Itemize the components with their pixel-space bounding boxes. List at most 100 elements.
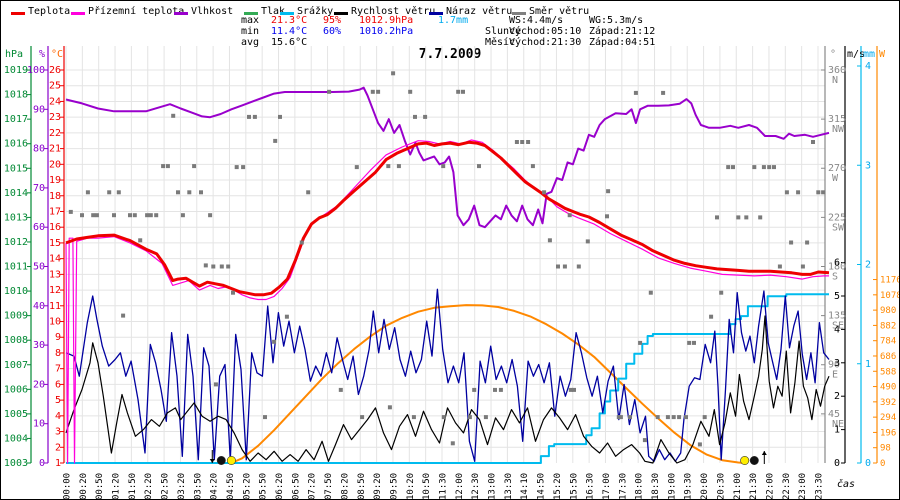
svg-text:90: 90 xyxy=(828,360,840,371)
svg-text:09:20: 09:20 xyxy=(373,473,383,499)
svg-text:09:50: 09:50 xyxy=(389,473,399,499)
svg-text:1013: 1013 xyxy=(4,212,28,223)
svg-text:13:30: 13:30 xyxy=(504,473,514,499)
svg-text:18: 18 xyxy=(49,191,61,202)
svg-text:04:50: 04:50 xyxy=(226,473,236,499)
svg-text:686: 686 xyxy=(880,352,896,362)
x-axis-labels: 00:00 00:20 00:50 01:20 01:50 02:20 02:50 03:20… xyxy=(63,473,825,499)
svg-text:10: 10 xyxy=(49,317,61,328)
svg-text:19:00: 19:00 xyxy=(667,473,677,499)
svg-text:N: N xyxy=(832,75,838,86)
series-prizemni-teplota xyxy=(65,139,829,464)
svg-text:E: E xyxy=(832,370,838,381)
legend-swatch-icon xyxy=(334,12,348,15)
svg-text:5: 5 xyxy=(834,291,840,302)
svg-text:882: 882 xyxy=(880,321,896,331)
svg-text:360: 360 xyxy=(828,65,846,76)
svg-text:čas: čas xyxy=(837,478,855,490)
svg-text:20: 20 xyxy=(49,159,61,170)
series-slunecni-zareni xyxy=(230,304,745,464)
stat-min-humidity: 60% xyxy=(323,26,342,37)
svg-text:1003: 1003 xyxy=(4,458,28,469)
moonset-icon xyxy=(216,455,226,465)
svg-text:1018: 1018 xyxy=(4,90,28,101)
svg-text:70: 70 xyxy=(33,183,45,194)
stat-max-humidity: 95% xyxy=(323,15,342,26)
svg-text:03:20: 03:20 xyxy=(177,473,187,499)
legend-label: Směr větru xyxy=(529,6,590,17)
svg-text:80: 80 xyxy=(33,144,45,155)
stat-max-pressure: 1012.9hPa xyxy=(359,15,414,26)
svg-text:mm: mm xyxy=(863,49,875,60)
legend-swatch-icon xyxy=(244,12,258,15)
svg-text:30: 30 xyxy=(33,340,45,351)
legend-label: Teplota xyxy=(28,6,71,17)
legend-label: Náraz větru xyxy=(446,6,513,17)
svg-text:01:20: 01:20 xyxy=(112,473,122,499)
grid xyxy=(65,46,825,463)
svg-text:1078: 1078 xyxy=(880,291,899,301)
series-srazky xyxy=(66,293,829,464)
svg-text:1010: 1010 xyxy=(4,286,28,297)
svg-text:6: 6 xyxy=(834,258,840,269)
svg-text:05:50: 05:50 xyxy=(259,473,269,499)
series-naraz-vetru xyxy=(65,288,830,462)
svg-text:1004: 1004 xyxy=(4,433,28,444)
stat-min-pressure: 1010.2hPa xyxy=(359,26,414,37)
svg-text:16:30: 16:30 xyxy=(586,473,596,499)
svg-text:10:20: 10:20 xyxy=(406,473,416,499)
svg-text:22:00: 22:00 xyxy=(765,473,775,499)
svg-text:0: 0 xyxy=(880,459,885,469)
svg-text:315: 315 xyxy=(828,114,846,125)
svg-text:SE: SE xyxy=(832,321,844,332)
svg-text:20: 20 xyxy=(33,379,45,390)
svg-text:17:30: 17:30 xyxy=(618,473,628,499)
svg-text:SW: SW xyxy=(832,222,845,233)
svg-text:12:00: 12:00 xyxy=(455,473,465,499)
svg-text:11:30: 11:30 xyxy=(439,473,449,499)
svg-text:08:20: 08:20 xyxy=(340,473,350,499)
svg-text:14:10: 14:10 xyxy=(520,473,530,499)
svg-text:12: 12 xyxy=(49,285,61,296)
svg-text:°: ° xyxy=(830,49,836,60)
stat-max-label: max xyxy=(241,15,260,26)
svg-text:1005: 1005 xyxy=(4,409,28,420)
stat-avg-label: avg xyxy=(241,37,260,48)
svg-text:W: W xyxy=(832,173,839,184)
svg-text:%: % xyxy=(39,49,45,60)
legend-label: Rychlost větru xyxy=(351,6,436,17)
svg-text:23: 23 xyxy=(49,112,61,123)
svg-text:22: 22 xyxy=(49,128,61,139)
svg-text:07:50: 07:50 xyxy=(324,473,334,499)
svg-text:1015: 1015 xyxy=(4,163,28,174)
svg-text:4: 4 xyxy=(865,61,871,72)
svg-text:1009: 1009 xyxy=(4,311,28,322)
svg-text:1: 1 xyxy=(865,359,871,370)
svg-text:784: 784 xyxy=(880,337,896,347)
svg-text:W: W xyxy=(879,49,886,60)
svg-text:40: 40 xyxy=(33,301,45,312)
svg-text:19: 19 xyxy=(49,175,61,186)
svg-text:m/s: m/s xyxy=(847,49,865,60)
svg-text:588: 588 xyxy=(880,367,896,377)
svg-text:225: 225 xyxy=(828,212,846,223)
svg-text:490: 490 xyxy=(880,383,896,393)
svg-text:S: S xyxy=(832,271,838,282)
svg-text:1007: 1007 xyxy=(4,360,28,371)
svg-text:07:20: 07:20 xyxy=(308,473,318,499)
svg-text:13: 13 xyxy=(49,269,61,280)
svg-text:4: 4 xyxy=(55,411,61,422)
svg-text:00:50: 00:50 xyxy=(95,473,105,499)
svg-text:11: 11 xyxy=(49,301,61,312)
legend-swatch-icon xyxy=(11,12,25,15)
svg-text:NW: NW xyxy=(832,124,845,135)
svg-text:18:00: 18:00 xyxy=(635,473,645,499)
svg-text:13:00: 13:00 xyxy=(488,473,498,499)
svg-text:17:00: 17:00 xyxy=(602,473,612,499)
svg-text:6: 6 xyxy=(55,379,61,390)
svg-text:294: 294 xyxy=(880,413,896,423)
sun-label: Slunce xyxy=(485,26,522,37)
svg-text:10:50: 10:50 xyxy=(422,473,432,499)
svg-text:16: 16 xyxy=(49,222,61,233)
